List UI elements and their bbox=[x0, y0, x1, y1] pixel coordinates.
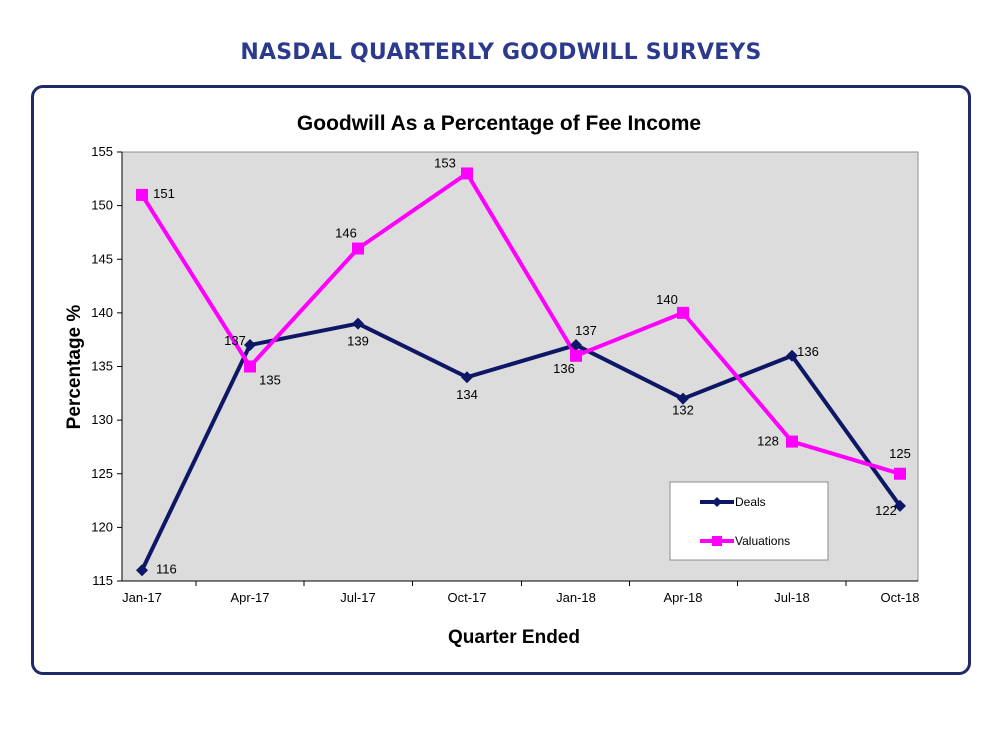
series-lines bbox=[136, 167, 906, 577]
deals-point-marker bbox=[677, 392, 689, 405]
y-tick-label: 150 bbox=[91, 198, 113, 213]
y-tick-label: 135 bbox=[91, 359, 113, 374]
deals-data-label: 134 bbox=[456, 387, 478, 402]
valuations-point-marker bbox=[461, 167, 473, 180]
y-tick-label: 140 bbox=[91, 305, 113, 320]
y-tick-label: 125 bbox=[91, 466, 113, 481]
valuations-point-marker bbox=[352, 242, 364, 255]
x-tick-label: Jan-17 bbox=[122, 590, 162, 605]
x-tick-label: Jul-18 bbox=[774, 590, 809, 605]
valuations-point-marker bbox=[244, 360, 256, 373]
valuations-point-marker bbox=[136, 188, 148, 201]
valuations-data-label: 128 bbox=[757, 434, 779, 449]
legend-marker-valuations bbox=[712, 536, 722, 546]
chart-title: Goodwill As a Percentage of Fee Income bbox=[297, 112, 701, 135]
valuations-data-label: 151 bbox=[153, 186, 175, 201]
valuations-point-marker bbox=[786, 435, 798, 448]
deals-data-label: 136 bbox=[797, 344, 819, 359]
data-labels: 116 137 139 134 137 132 136 122 151 135 146 153 136 1… bbox=[153, 155, 911, 576]
y-tick-label: 130 bbox=[91, 412, 113, 427]
valuations-data-label: 125 bbox=[889, 446, 911, 461]
deals-point-marker bbox=[352, 317, 364, 330]
valuations-point-marker bbox=[570, 349, 582, 362]
x-axis-title: Quarter Ended bbox=[448, 627, 580, 648]
x-tick-label: Apr-17 bbox=[230, 590, 269, 605]
page-heading: NASDAL QUARTERLY GOODWILL SURVEYS bbox=[240, 40, 762, 65]
series-line-valuations bbox=[140, 171, 901, 476]
x-tick-label: Apr-18 bbox=[663, 590, 702, 605]
deals-point-marker bbox=[244, 339, 256, 352]
valuations-point-marker bbox=[677, 306, 689, 319]
deals-data-label: 137 bbox=[224, 333, 246, 348]
x-tick-label: Jan-18 bbox=[556, 590, 596, 605]
legend-marker-deals bbox=[712, 497, 722, 507]
deals-point-marker bbox=[894, 499, 906, 512]
y-tick-label: 155 bbox=[91, 144, 113, 159]
deals-data-label: 137 bbox=[575, 323, 597, 338]
legend-box bbox=[669, 481, 829, 561]
deals-data-label: 122 bbox=[875, 503, 897, 518]
axes: 115 120 125 130 135 140 145 150 155 Jan-17 Apr-17 J… bbox=[91, 144, 919, 605]
x-tick-label: Oct-18 bbox=[880, 590, 919, 605]
deals-point-marker bbox=[786, 349, 798, 362]
x-tick-label: Oct-17 bbox=[447, 590, 486, 605]
valuations-data-label: 140 bbox=[656, 292, 678, 307]
valuations-data-label: 153 bbox=[434, 155, 456, 170]
y-tick-label: 145 bbox=[91, 251, 113, 266]
deals-data-label: 116 bbox=[156, 561, 177, 576]
deals-point-marker bbox=[136, 564, 148, 577]
deals-point-marker bbox=[570, 339, 582, 352]
valuations-data-label: 146 bbox=[335, 226, 357, 241]
deals-data-label: 139 bbox=[347, 334, 369, 349]
valuations-point-marker bbox=[894, 467, 906, 480]
y-axis-title: Percentage % bbox=[64, 305, 85, 430]
series-line-deals bbox=[140, 321, 902, 572]
legend: Deals Valuations bbox=[669, 481, 829, 561]
legend-label-valuations: Valuations bbox=[735, 534, 790, 548]
deals-data-label: 132 bbox=[672, 403, 694, 418]
chart-frame bbox=[31, 85, 971, 675]
y-tick-label: 120 bbox=[91, 519, 113, 534]
x-tick-label: Jul-17 bbox=[340, 590, 375, 605]
y-tick-label: 115 bbox=[92, 573, 113, 588]
valuations-data-label: 136 bbox=[553, 361, 575, 376]
deals-point-marker bbox=[461, 371, 473, 384]
legend-label-deals: Deals bbox=[735, 495, 766, 509]
valuations-data-label: 135 bbox=[259, 373, 281, 388]
